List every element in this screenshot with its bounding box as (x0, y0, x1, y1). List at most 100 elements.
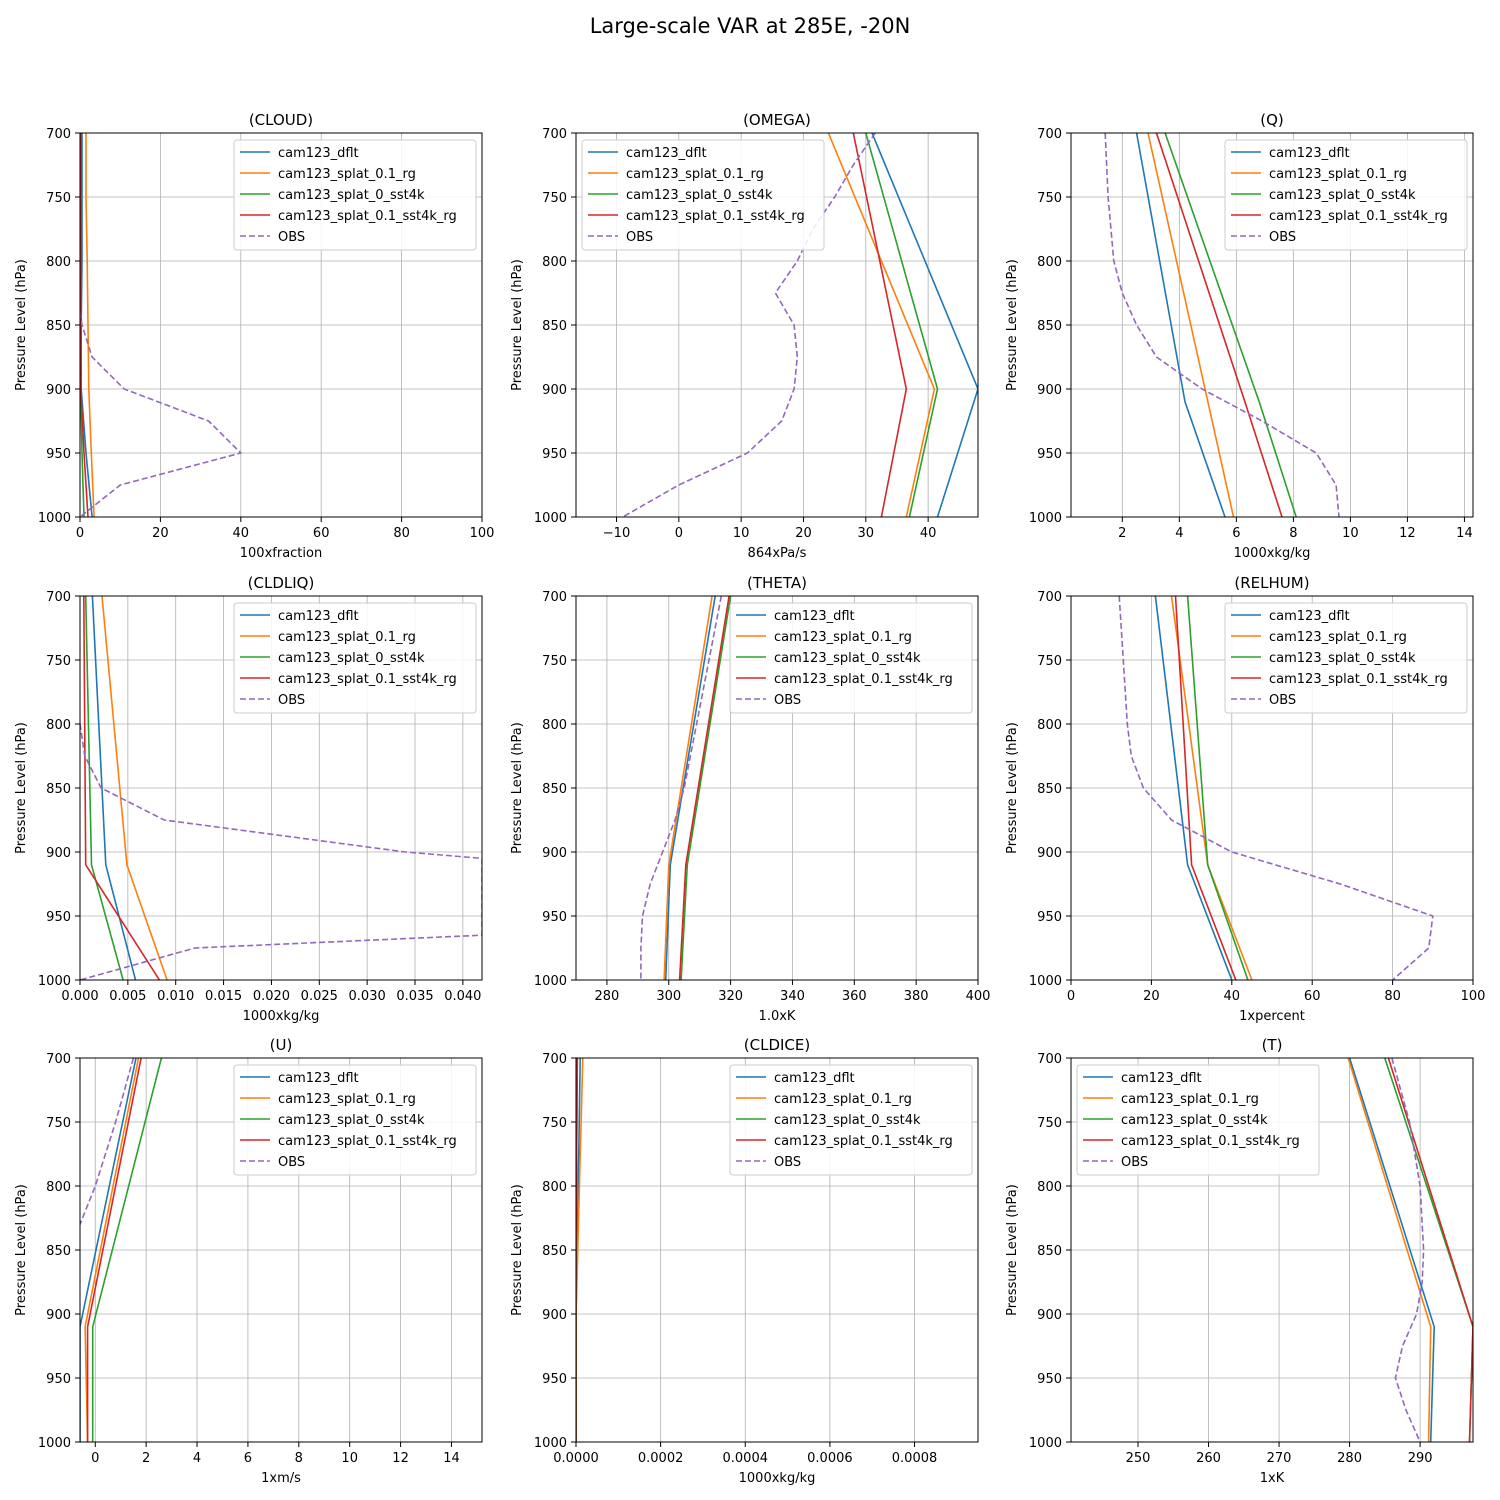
y-tick-label: 750 (1037, 191, 1062, 206)
x-tick-label: −10 (603, 526, 630, 541)
legend-label: cam123_splat_0_sst4k (278, 188, 425, 203)
figure-title: Large-scale VAR at 285E, -20N (589, 14, 911, 38)
legend: cam123_dflt cam123_splat_0.1_rg cam123_spl… (233, 139, 477, 251)
series-line-cam123-splat-0-1-sst4k-rg (1174, 596, 1237, 980)
legend-label: cam123_splat_0.1_sst4k_rg (774, 1134, 953, 1149)
x-axis-label: 1.0xK (759, 1009, 796, 1024)
x-tick-label: 0 (675, 526, 683, 541)
y-tick-label: 700 (46, 127, 71, 142)
legend: cam123_dflt cam123_splat_0.1_rg cam123_spl… (581, 139, 825, 251)
legend-label: cam123_dflt (1269, 146, 1350, 161)
x-tick-label: 400 (966, 989, 991, 1004)
series-line-cam123-splat-0-1-rg (827, 133, 936, 517)
y-tick-label: 850 (46, 319, 71, 334)
x-tick-label: 2 (1118, 526, 1126, 541)
subplot-theta: 280 300 320 340 360 380 400 700 750 800 850 900 950 1… (510, 574, 990, 1024)
y-tick-label: 700 (1037, 1052, 1062, 1067)
x-tick-label: 40 (920, 526, 937, 541)
legend-label: cam123_dflt (278, 609, 359, 624)
x-tick-label: 100 (1461, 989, 1486, 1004)
y-axis-label: Pressure Level (hPa) (510, 722, 525, 854)
subplot-title: (CLDLIQ) (248, 574, 315, 592)
legend: cam123_dflt cam123_splat_0.1_rg cam123_spl… (1224, 602, 1468, 714)
x-tick-label: 360 (842, 989, 867, 1004)
legend-label: cam123_splat_0.1_sst4k_rg (278, 209, 457, 224)
y-tick-label: 1000 (534, 511, 567, 526)
x-tick-label: 2 (142, 1451, 150, 1466)
x-tick-label: 0 (76, 526, 84, 541)
x-tick-label: 4 (193, 1451, 201, 1466)
x-tick-label: 0.0002 (638, 1451, 684, 1466)
y-tick-label: 750 (542, 1116, 567, 1131)
y-tick-label: 950 (46, 447, 71, 462)
y-tick-label: 700 (1037, 590, 1062, 605)
series-line-cam123-splat-0-1-sst4k-rg (86, 1058, 142, 1442)
subplot-cldice: 0.0000 0.0002 0.0004 0.0006 0.0008 700 750 800 8… (510, 1036, 979, 1486)
x-tick-label: 8 (295, 1451, 303, 1466)
series-line-cam123-dflt (80, 1058, 137, 1442)
subplot-relhum: 0 20 40 60 80 100 700 750 800 850 900 950 1000 (RELHU… (1005, 574, 1485, 1024)
y-tick-label: 850 (1037, 782, 1062, 797)
series-line-obs (1104, 133, 1340, 517)
x-tick-label: 20 (795, 526, 812, 541)
y-tick-label: 950 (46, 910, 71, 925)
x-tick-label: 0.010 (157, 989, 194, 1004)
subplot-title: (U) (270, 1036, 293, 1054)
x-tick-label: 340 (780, 989, 805, 1004)
x-tick-label: 290 (1408, 1451, 1433, 1466)
y-tick-label: 750 (1037, 1116, 1062, 1131)
x-tick-label: 100 (470, 526, 495, 541)
legend-label: cam123_splat_0_sst4k (1269, 651, 1416, 666)
legend-label: cam123_splat_0.1_rg (1269, 630, 1407, 645)
y-axis-label: Pressure Level (hPa) (1005, 259, 1020, 391)
y-tick-label: 850 (1037, 1244, 1062, 1259)
legend: cam123_dflt cam123_splat_0.1_rg cam123_spl… (233, 602, 477, 714)
x-tick-label: 30 (858, 526, 875, 541)
y-tick-label: 1000 (534, 974, 567, 989)
subplot-q: 2 4 6 8 10 12 14 700 750 800 850 900 950 1000 (Q) 1000x… (1005, 111, 1474, 561)
y-tick-label: 950 (46, 1372, 71, 1387)
series-line-obs (80, 1058, 135, 1225)
y-axis-label: Pressure Level (hPa) (1005, 1184, 1020, 1316)
legend-label: OBS (278, 693, 305, 708)
legend: cam123_dflt cam123_splat_0.1_rg cam123_spl… (1224, 139, 1468, 251)
y-tick-label: 900 (46, 846, 71, 861)
legend: cam123_dflt cam123_splat_0.1_rg cam123_spl… (1076, 1064, 1320, 1176)
x-tick-label: 40 (233, 526, 250, 541)
legend: cam123_dflt cam123_splat_0.1_rg cam123_spl… (729, 602, 973, 714)
legend-label: OBS (626, 230, 653, 245)
series-line-cam123-dflt (1348, 1058, 1436, 1442)
series-line-cam123-dflt (91, 596, 137, 980)
subplot-omega: −10 0 10 20 30 40 700 750 800 850 900 950 1000 (OMEGA… (510, 111, 979, 561)
y-tick-label: 700 (1037, 127, 1062, 142)
series-line-obs (1391, 1058, 1425, 1442)
legend-label: cam123_dflt (278, 146, 359, 161)
series-line-cam123-dflt (664, 596, 716, 980)
x-axis-label: 1xpercent (1239, 1009, 1305, 1024)
x-tick-label: 80 (1384, 989, 1401, 1004)
subplot-title: (T) (1262, 1036, 1283, 1054)
y-tick-label: 750 (542, 654, 567, 669)
legend-label: cam123_splat_0.1_sst4k_rg (278, 1134, 457, 1149)
x-tick-label: 14 (443, 1451, 460, 1466)
x-tick-label: 14 (1456, 526, 1473, 541)
y-tick-label: 900 (542, 383, 567, 398)
x-tick-label: 0 (91, 1451, 99, 1466)
y-tick-label: 800 (542, 718, 567, 733)
y-tick-label: 900 (542, 1308, 567, 1323)
legend-label: cam123_splat_0.1_rg (278, 167, 416, 182)
series-line-cam123-splat-0-sst4k (84, 596, 124, 980)
legend-label: OBS (278, 1155, 305, 1170)
y-tick-label: 1000 (38, 511, 71, 526)
y-tick-label: 850 (542, 1244, 567, 1259)
x-tick-label: 8 (1289, 526, 1297, 541)
legend-label: cam123_splat_0.1_sst4k_rg (1269, 209, 1448, 224)
x-tick-label: 6 (244, 1451, 252, 1466)
legend: cam123_dflt cam123_splat_0.1_rg cam123_spl… (233, 1064, 477, 1176)
x-tick-label: 60 (1304, 989, 1321, 1004)
x-tick-label: 10 (1342, 526, 1359, 541)
x-tick-label: 0.020 (253, 989, 290, 1004)
y-axis-label: Pressure Level (hPa) (14, 259, 29, 391)
series-line-cam123-splat-0-sst4k (680, 596, 732, 980)
legend-label: OBS (278, 230, 305, 245)
